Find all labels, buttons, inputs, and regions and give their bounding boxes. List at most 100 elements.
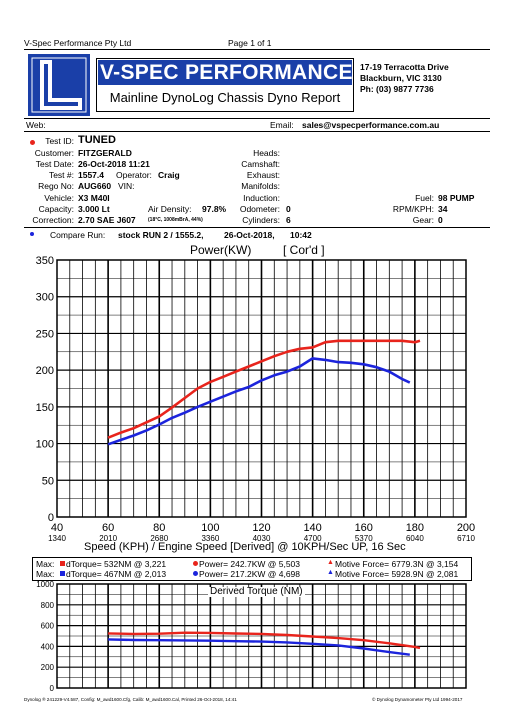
capacity-label: Capacity: xyxy=(38,204,74,214)
x-tick-label: 100 xyxy=(201,522,219,534)
footer-right: © Dynolog Dynamometer Pty Ltd 1994-2017 xyxy=(372,697,463,702)
torque-chart-title: Derived Torque (NM) xyxy=(208,586,305,597)
red-force-marker-icon: ▲ xyxy=(327,559,334,566)
fuel-value: 98 PUMP xyxy=(438,193,475,203)
x-tick-rpm-label: 2010 xyxy=(99,534,117,543)
test-date-value: 26-Oct-2018 11:21 xyxy=(78,159,150,169)
test-id-label: Test ID: xyxy=(45,136,74,146)
blue-power-marker-icon xyxy=(193,571,198,576)
divider xyxy=(24,49,490,50)
y-tick-label: 200 xyxy=(41,663,55,672)
fuel-label: Fuel: xyxy=(415,193,434,203)
email-label: Email: xyxy=(270,120,294,130)
compare-run: stock RUN 2 / 1555.2, xyxy=(118,230,204,240)
x-tick-label: 180 xyxy=(406,522,424,534)
x-tick-rpm-label: 2680 xyxy=(150,534,168,543)
conditions-value: (18°C, 1008mBrA, 44%) xyxy=(148,217,203,223)
odometer-value: 0 xyxy=(286,204,291,214)
logo-icon xyxy=(28,54,90,116)
address-line-1: 17-19 Terracotta Drive xyxy=(360,62,449,72)
max-blue-torque: dTorque= 467NM @ 2,013 xyxy=(66,569,167,579)
red-torque-marker-icon xyxy=(60,561,65,566)
x-tick-rpm-label: 1340 xyxy=(48,534,66,543)
y-tick-label: 50 xyxy=(42,475,54,487)
y-tick-label: 200 xyxy=(36,365,54,377)
page-label: Page 1 of 1 xyxy=(228,38,272,48)
brand-title: V-SPEC PERFORMANCE xyxy=(100,61,353,84)
compare-label: Compare Run: xyxy=(50,230,106,240)
vehicle-label: Vehicle: xyxy=(44,193,74,203)
max-blue-force: Motive Force= 5928.9N @ 2,081 xyxy=(335,569,459,579)
y-tick-label: 1000 xyxy=(36,580,54,589)
max-red-force: Motive Force= 6779.3N @ 3,154 xyxy=(335,559,459,569)
correction-value: 2.70 SAE J607 xyxy=(78,215,136,225)
max-blue-power: Power= 217.2KW @ 4,698 xyxy=(199,569,301,579)
y-tick-label: 300 xyxy=(36,292,54,304)
x-tick-rpm-label: 4700 xyxy=(304,534,322,543)
x-tick-label: 140 xyxy=(303,522,321,534)
test-num-label: Test #: xyxy=(48,170,74,180)
y-tick-label: 800 xyxy=(41,601,55,610)
x-tick-label: 160 xyxy=(355,522,373,534)
air-density-value: 97.8% xyxy=(202,204,227,214)
max-label-red: Max: xyxy=(36,559,55,569)
operator-label: Operator: xyxy=(116,170,152,180)
induction-label: Induction: xyxy=(243,193,280,203)
blue-run-dot-icon xyxy=(30,232,34,236)
air-density-label: Air Density: xyxy=(148,204,192,214)
address-line-2: Blackburn, VIC 3130 xyxy=(360,73,442,83)
x-tick-label: 120 xyxy=(252,522,270,534)
rpm-kph-value: 34 xyxy=(438,204,448,214)
power-chart-title: Power(KW) xyxy=(190,243,252,257)
max-red-power: Power= 242.7KW @ 5,503 xyxy=(199,559,301,569)
customer-value: FITZGERALD xyxy=(78,148,132,158)
rego-value: AUG660 xyxy=(78,181,112,191)
torque-series-line xyxy=(108,631,421,650)
max-label-blue: Max: xyxy=(36,569,55,579)
power-chart-mode: [ Cor'd ] xyxy=(283,243,325,257)
x-tick-label: 80 xyxy=(153,522,165,534)
brand-box xyxy=(96,58,354,112)
test-num-value: 1557.4 xyxy=(78,170,104,180)
blue-torque-marker-icon xyxy=(60,571,65,576)
odometer-label: Odometer: xyxy=(239,204,280,214)
y-tick-label: 100 xyxy=(36,439,54,451)
power-chart-xlabel: Speed (KPH) / Engine Speed [Derived] @ 1… xyxy=(84,541,406,553)
test-date-label: Test Date: xyxy=(35,159,74,169)
power-series-line xyxy=(107,339,421,439)
manifolds-label: Manifolds: xyxy=(241,181,280,191)
y-tick-label: 0 xyxy=(48,512,54,524)
customer-label: Customer: xyxy=(34,148,74,158)
x-tick-rpm-label: 3360 xyxy=(201,534,219,543)
compare-time: 10:42 xyxy=(290,230,312,240)
exhaust-label: Exhaust: xyxy=(246,170,280,180)
camshaft-label: Camshaft: xyxy=(241,159,280,169)
divider xyxy=(24,131,490,132)
divider xyxy=(24,118,490,119)
x-tick-rpm-label: 4030 xyxy=(253,534,271,543)
rego-label: Rego No: xyxy=(38,181,74,191)
heads-label: Heads: xyxy=(253,148,280,158)
test-id-value: TUNED xyxy=(78,134,116,146)
gear-label: Gear: xyxy=(412,215,434,225)
max-red-torque: dTorque= 532NM @ 3,221 xyxy=(66,559,167,569)
capacity-value: 3.000 Lt xyxy=(78,204,110,214)
y-tick-label: 600 xyxy=(41,622,55,631)
blue-force-marker-icon: ▲ xyxy=(327,569,334,576)
x-tick-label: 60 xyxy=(102,522,114,534)
rpm-kph-label: RPM/KPH: xyxy=(392,204,434,214)
vin-label: VIN: xyxy=(118,181,135,191)
cylinders-value: 6 xyxy=(286,215,291,225)
red-run-dot-icon xyxy=(30,140,35,145)
report-subtitle: Mainline DynoLog Chassis Dyno Report xyxy=(109,90,341,105)
y-tick-label: 250 xyxy=(36,328,54,340)
correction-label: Correction: xyxy=(32,215,74,225)
footer-left: Dynolog ® 241229-V4.587, Config: M_awd16… xyxy=(24,697,237,702)
cylinders-label: Cylinders: xyxy=(242,215,280,225)
divider xyxy=(24,227,490,228)
power-series-line xyxy=(107,357,411,446)
phone-number: Ph: (03) 9877 7736 xyxy=(360,84,434,94)
email-link[interactable]: sales@vspecperformance.com.au xyxy=(302,120,440,130)
operator-value: Craig xyxy=(158,170,180,180)
